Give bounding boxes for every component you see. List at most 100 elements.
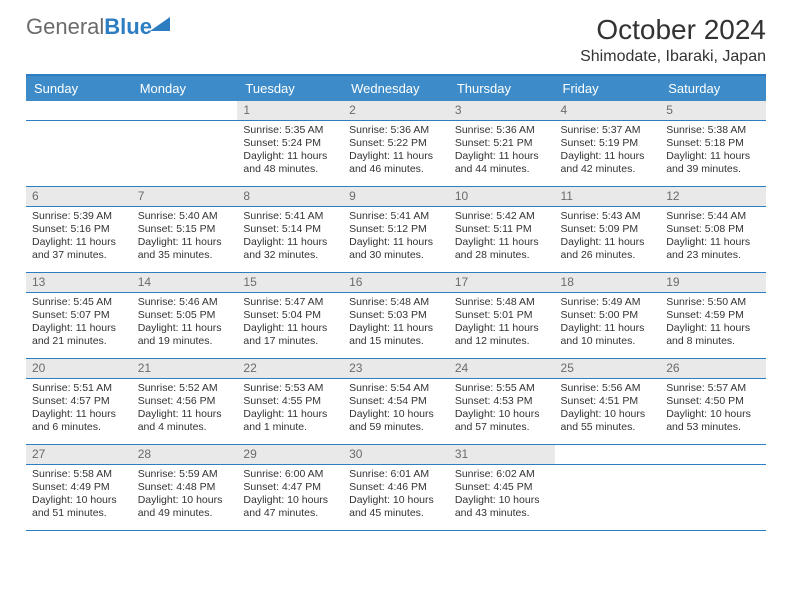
day-number-cell: 10 bbox=[449, 187, 555, 207]
sunset-line: Sunset: 4:51 PM bbox=[561, 395, 655, 408]
day-content-cell: Sunrise: 5:44 AMSunset: 5:08 PMDaylight:… bbox=[660, 207, 766, 273]
day-content-cell: Sunrise: 5:50 AMSunset: 4:59 PMDaylight:… bbox=[660, 293, 766, 359]
daylight-line: Daylight: 11 hours and 32 minutes. bbox=[243, 236, 337, 262]
logo-part2: Blue bbox=[104, 14, 152, 39]
daylight-line: Daylight: 10 hours and 57 minutes. bbox=[455, 408, 549, 434]
sunrise-line: Sunrise: 6:01 AM bbox=[349, 468, 443, 481]
sunset-line: Sunset: 5:14 PM bbox=[243, 223, 337, 236]
day-number-row: 6789101112 bbox=[26, 187, 766, 207]
sunrise-line: Sunrise: 5:57 AM bbox=[666, 382, 760, 395]
day-number-cell: 24 bbox=[449, 359, 555, 379]
day-number-cell: 3 bbox=[449, 101, 555, 121]
day-number-cell: 21 bbox=[132, 359, 238, 379]
daylight-line: Daylight: 11 hours and 23 minutes. bbox=[666, 236, 760, 262]
sunset-line: Sunset: 4:50 PM bbox=[666, 395, 760, 408]
day-number-cell: 9 bbox=[343, 187, 449, 207]
day-number-cell bbox=[660, 445, 766, 465]
daylight-line: Daylight: 10 hours and 55 minutes. bbox=[561, 408, 655, 434]
sunset-line: Sunset: 5:05 PM bbox=[138, 309, 232, 322]
weekday-header-cell: Tuesday bbox=[237, 75, 343, 101]
daylight-line: Daylight: 11 hours and 8 minutes. bbox=[666, 322, 760, 348]
day-number-cell: 31 bbox=[449, 445, 555, 465]
day-content-cell: Sunrise: 5:35 AMSunset: 5:24 PMDaylight:… bbox=[237, 121, 343, 187]
day-content-row: Sunrise: 5:35 AMSunset: 5:24 PMDaylight:… bbox=[26, 121, 766, 187]
daylight-line: Daylight: 11 hours and 10 minutes. bbox=[561, 322, 655, 348]
sunrise-line: Sunrise: 5:45 AM bbox=[32, 296, 126, 309]
day-content-cell: Sunrise: 5:58 AMSunset: 4:49 PMDaylight:… bbox=[26, 465, 132, 531]
sunset-line: Sunset: 4:56 PM bbox=[138, 395, 232, 408]
day-content-cell: Sunrise: 5:49 AMSunset: 5:00 PMDaylight:… bbox=[555, 293, 661, 359]
header: GeneralBlue October 2024 Shimodate, Ibar… bbox=[26, 14, 766, 66]
sunrise-line: Sunrise: 5:39 AM bbox=[32, 210, 126, 223]
sunset-line: Sunset: 4:55 PM bbox=[243, 395, 337, 408]
day-number-cell: 22 bbox=[237, 359, 343, 379]
day-content-cell: Sunrise: 5:54 AMSunset: 4:54 PMDaylight:… bbox=[343, 379, 449, 445]
sunset-line: Sunset: 5:21 PM bbox=[455, 137, 549, 150]
day-number-cell bbox=[555, 445, 661, 465]
weekday-header-cell: Thursday bbox=[449, 75, 555, 101]
sunset-line: Sunset: 5:01 PM bbox=[455, 309, 549, 322]
sunrise-line: Sunrise: 5:41 AM bbox=[243, 210, 337, 223]
daylight-line: Daylight: 10 hours and 53 minutes. bbox=[666, 408, 760, 434]
daylight-line: Daylight: 11 hours and 17 minutes. bbox=[243, 322, 337, 348]
sunrise-line: Sunrise: 5:44 AM bbox=[666, 210, 760, 223]
day-number-cell: 14 bbox=[132, 273, 238, 293]
logo: GeneralBlue bbox=[26, 14, 170, 40]
sunrise-line: Sunrise: 5:48 AM bbox=[349, 296, 443, 309]
calendar-table: SundayMondayTuesdayWednesdayThursdayFrid… bbox=[26, 74, 766, 531]
sunrise-line: Sunrise: 5:38 AM bbox=[666, 124, 760, 137]
day-number-cell: 13 bbox=[26, 273, 132, 293]
day-number-cell: 15 bbox=[237, 273, 343, 293]
day-content-cell: Sunrise: 5:40 AMSunset: 5:15 PMDaylight:… bbox=[132, 207, 238, 273]
sunrise-line: Sunrise: 5:55 AM bbox=[455, 382, 549, 395]
day-content-cell: Sunrise: 6:01 AMSunset: 4:46 PMDaylight:… bbox=[343, 465, 449, 531]
day-content-cell: Sunrise: 5:38 AMSunset: 5:18 PMDaylight:… bbox=[660, 121, 766, 187]
day-number-cell: 11 bbox=[555, 187, 661, 207]
day-number-cell: 27 bbox=[26, 445, 132, 465]
sunrise-line: Sunrise: 5:48 AM bbox=[455, 296, 549, 309]
day-content-cell: Sunrise: 5:53 AMSunset: 4:55 PMDaylight:… bbox=[237, 379, 343, 445]
sunset-line: Sunset: 5:22 PM bbox=[349, 137, 443, 150]
day-content-cell: Sunrise: 5:36 AMSunset: 5:22 PMDaylight:… bbox=[343, 121, 449, 187]
daylight-line: Daylight: 11 hours and 42 minutes. bbox=[561, 150, 655, 176]
day-number-cell: 6 bbox=[26, 187, 132, 207]
daylight-line: Daylight: 11 hours and 19 minutes. bbox=[138, 322, 232, 348]
day-content-row: Sunrise: 5:58 AMSunset: 4:49 PMDaylight:… bbox=[26, 465, 766, 531]
daylight-line: Daylight: 10 hours and 43 minutes. bbox=[455, 494, 549, 520]
sunset-line: Sunset: 4:47 PM bbox=[243, 481, 337, 494]
sunrise-line: Sunrise: 5:53 AM bbox=[243, 382, 337, 395]
weekday-header-cell: Sunday bbox=[26, 75, 132, 101]
day-content-row: Sunrise: 5:51 AMSunset: 4:57 PMDaylight:… bbox=[26, 379, 766, 445]
sunset-line: Sunset: 5:00 PM bbox=[561, 309, 655, 322]
day-content-cell bbox=[555, 465, 661, 531]
day-number-cell: 8 bbox=[237, 187, 343, 207]
sunset-line: Sunset: 5:04 PM bbox=[243, 309, 337, 322]
sunset-line: Sunset: 5:12 PM bbox=[349, 223, 443, 236]
day-number-cell: 4 bbox=[555, 101, 661, 121]
daylight-line: Daylight: 11 hours and 1 minute. bbox=[243, 408, 337, 434]
sunrise-line: Sunrise: 5:46 AM bbox=[138, 296, 232, 309]
weekday-header: SundayMondayTuesdayWednesdayThursdayFrid… bbox=[26, 75, 766, 101]
sunrise-line: Sunrise: 5:51 AM bbox=[32, 382, 126, 395]
sunrise-line: Sunrise: 5:36 AM bbox=[455, 124, 549, 137]
daylight-line: Daylight: 11 hours and 44 minutes. bbox=[455, 150, 549, 176]
sunrise-line: Sunrise: 5:47 AM bbox=[243, 296, 337, 309]
day-number-cell: 30 bbox=[343, 445, 449, 465]
sunrise-line: Sunrise: 5:50 AM bbox=[666, 296, 760, 309]
day-number-cell: 29 bbox=[237, 445, 343, 465]
weekday-header-cell: Monday bbox=[132, 75, 238, 101]
day-content-row: Sunrise: 5:45 AMSunset: 5:07 PMDaylight:… bbox=[26, 293, 766, 359]
daylight-line: Daylight: 11 hours and 35 minutes. bbox=[138, 236, 232, 262]
sunset-line: Sunset: 5:15 PM bbox=[138, 223, 232, 236]
daylight-line: Daylight: 11 hours and 21 minutes. bbox=[32, 322, 126, 348]
weekday-header-cell: Friday bbox=[555, 75, 661, 101]
day-number-cell: 16 bbox=[343, 273, 449, 293]
day-content-cell: Sunrise: 5:46 AMSunset: 5:05 PMDaylight:… bbox=[132, 293, 238, 359]
day-content-cell: Sunrise: 5:51 AMSunset: 4:57 PMDaylight:… bbox=[26, 379, 132, 445]
sunset-line: Sunset: 5:09 PM bbox=[561, 223, 655, 236]
sunrise-line: Sunrise: 5:52 AM bbox=[138, 382, 232, 395]
day-number-cell: 20 bbox=[26, 359, 132, 379]
day-content-cell: Sunrise: 5:42 AMSunset: 5:11 PMDaylight:… bbox=[449, 207, 555, 273]
day-content-cell: Sunrise: 5:45 AMSunset: 5:07 PMDaylight:… bbox=[26, 293, 132, 359]
month-title: October 2024 bbox=[580, 14, 766, 46]
